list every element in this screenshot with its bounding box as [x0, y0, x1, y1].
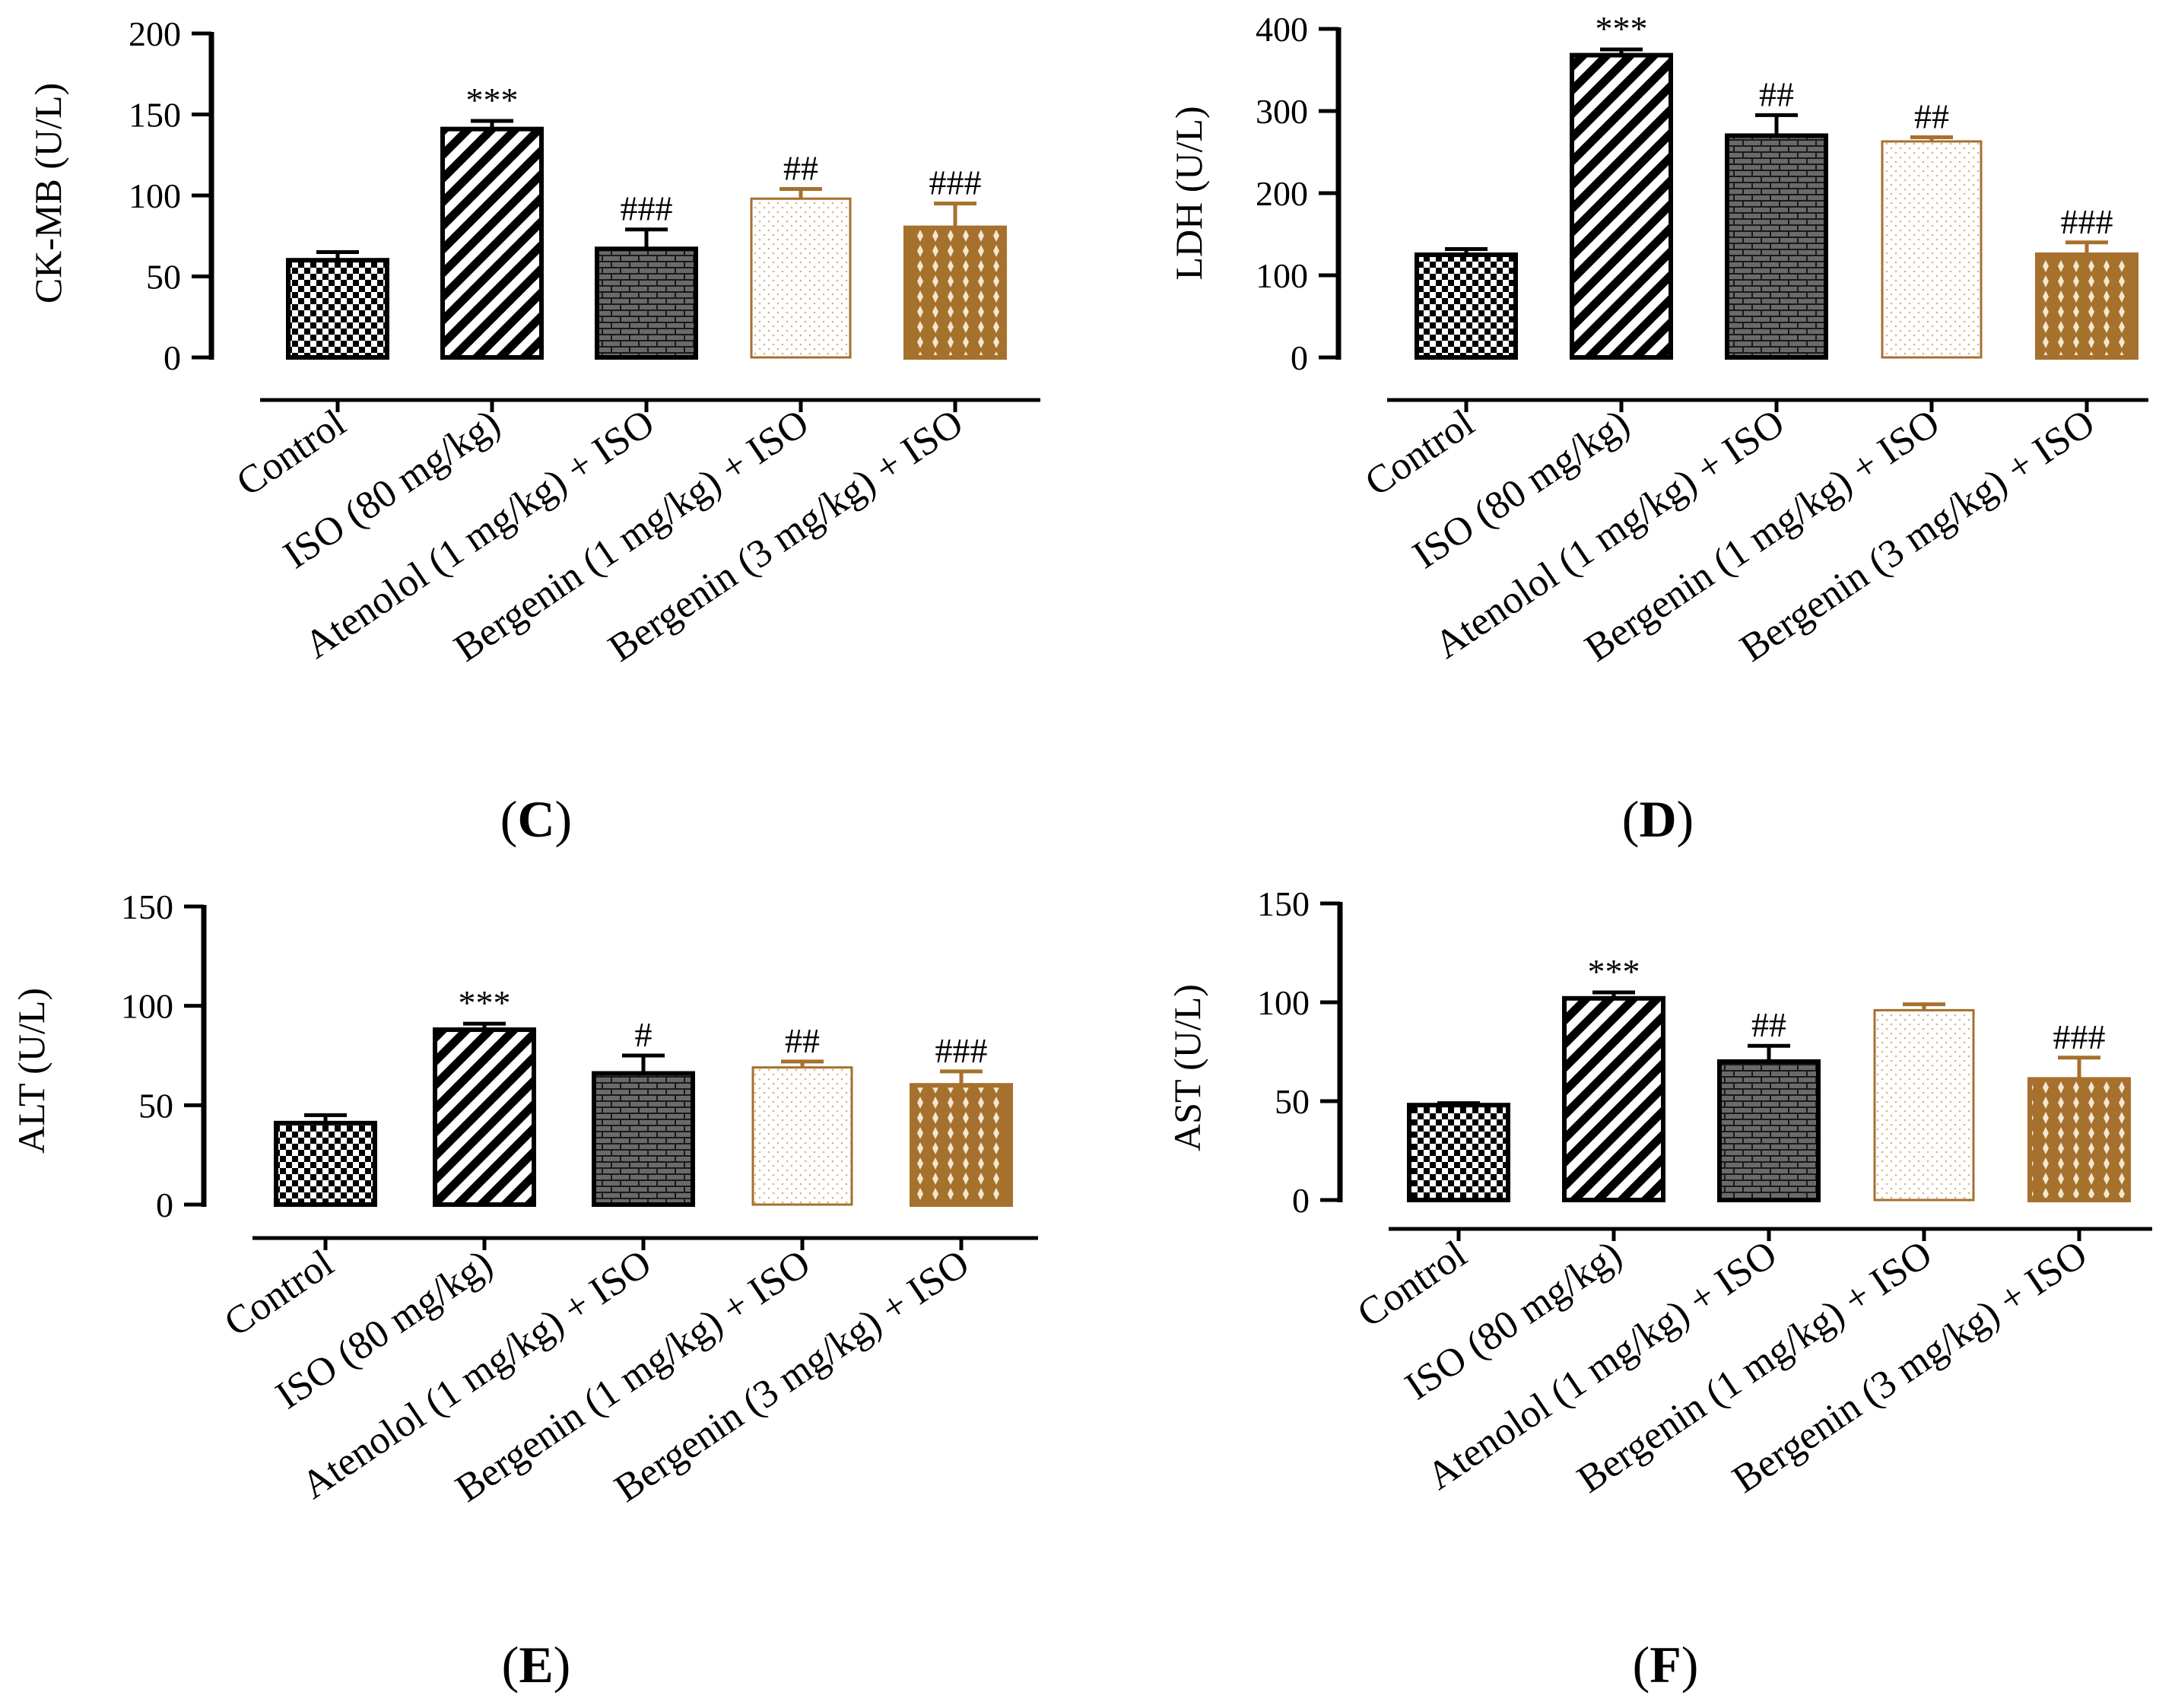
bar — [1717, 1059, 1821, 1202]
y-tick-label: 200 — [1256, 174, 1308, 213]
panel-d-bars: ***####### — [1387, 9, 2148, 412]
bar — [750, 197, 852, 359]
significance-annotation: *** — [1596, 9, 1648, 48]
panel-d-category-labels: Control ISO (80 mg/kg) Atenolol (1 mg/kg… — [1357, 402, 2103, 671]
panel-d-y-axis-title: LDH (U/L) — [1167, 106, 1210, 280]
y-tick-label: 100 — [1256, 256, 1308, 295]
significance-annotation: *** — [459, 983, 511, 1022]
bar — [2027, 1077, 2131, 1203]
panel-c-y-axis-title: CK-MB (U/L) — [27, 83, 69, 303]
bar — [910, 1083, 1013, 1207]
y-tick-label: 0 — [164, 338, 181, 377]
panel-f-label: (F) — [1633, 1636, 1699, 1694]
panel-e-category-labels: Control ISO (80 mg/kg) Atenolol (1 mg/kg… — [217, 1242, 977, 1511]
y-tick-label: 150 — [121, 887, 173, 926]
panel-f-y-ticks: 0 50 100 150 — [1257, 884, 1343, 1220]
y-tick-label: 100 — [121, 987, 173, 1026]
y-tick-label: 300 — [1256, 92, 1308, 131]
bar — [274, 1120, 377, 1208]
significance-annotation: ## — [1759, 75, 1794, 113]
bar — [1881, 140, 1983, 359]
significance-annotation: ## — [783, 148, 818, 187]
significance-annotation: # — [635, 1015, 652, 1054]
panel-c-category-label: Control — [229, 402, 354, 505]
significance-annotation: ## — [785, 1021, 820, 1060]
y-tick-label: 0 — [156, 1186, 173, 1224]
panel-d-label: (D) — [1622, 790, 1694, 848]
significance-annotation: ### — [935, 1031, 988, 1070]
bar — [1407, 1103, 1510, 1202]
bar — [903, 225, 1007, 360]
y-tick-label: 50 — [1275, 1082, 1310, 1121]
y-tick-label: 150 — [129, 96, 181, 135]
bar — [286, 258, 389, 360]
bar — [751, 1066, 853, 1206]
y-tick-label: 400 — [1256, 10, 1308, 49]
bar — [2035, 252, 2138, 360]
panel-f-y-axis-title: AST (U/L) — [1166, 984, 1208, 1151]
significance-annotation: ### — [621, 189, 673, 228]
panel-e-y-axis-title: ALT (U/L) — [10, 988, 52, 1154]
y-tick-label: 0 — [1291, 338, 1308, 377]
y-tick-label: 50 — [146, 258, 181, 297]
bar — [440, 126, 544, 360]
panel-e-bars: ***# ## ### — [252, 983, 1038, 1250]
y-tick-label: 100 — [129, 176, 181, 215]
significance-annotation: ### — [929, 163, 982, 202]
panel-d-category-label: Control — [1357, 402, 1482, 505]
y-tick-label: 0 — [1292, 1181, 1310, 1220]
significance-annotation: *** — [466, 81, 519, 119]
y-tick-label: 200 — [129, 14, 181, 53]
panel-f-category-label: Control — [1350, 1233, 1475, 1336]
bar — [1873, 1008, 1975, 1202]
bar — [433, 1027, 536, 1207]
bar — [1725, 133, 1828, 360]
panel-e-label: (E) — [502, 1636, 571, 1694]
significance-annotation: *** — [1588, 952, 1640, 991]
panel-e-y-ticks: 0 50 100 150 — [121, 887, 207, 1224]
panel-e-category-label: Control — [217, 1242, 341, 1345]
y-tick-label: 50 — [138, 1086, 173, 1125]
panel-c-category-labels: Control ISO (80 mg/kg) Atenolol (1 mg/kg… — [229, 402, 971, 671]
significance-annotation: ### — [2053, 1017, 2106, 1056]
y-tick-label: 150 — [1257, 884, 1310, 923]
panel-f-bars: ***## ### — [1389, 952, 2152, 1241]
significance-annotation: ### — [2061, 202, 2113, 241]
panel-d-y-ticks: 0 100 200 300 400 — [1256, 10, 1342, 377]
significance-annotation: ## — [1914, 97, 1949, 136]
y-tick-label: 100 — [1257, 983, 1310, 1022]
panel-c-y-ticks: 0 50 100 150 200 — [129, 14, 214, 377]
panel-c-bars: ***##### ### — [260, 81, 1040, 412]
bar — [1415, 252, 1518, 360]
panel-c-label: (C) — [500, 790, 572, 848]
bar — [592, 1071, 695, 1208]
significance-annotation: ## — [1751, 1005, 1786, 1044]
bar — [1562, 995, 1665, 1203]
panel-f-category-labels: Control ISO (80 mg/kg) Atenolol (1 mg/kg… — [1350, 1233, 2095, 1502]
bar — [1570, 52, 1673, 360]
bar — [595, 246, 698, 360]
